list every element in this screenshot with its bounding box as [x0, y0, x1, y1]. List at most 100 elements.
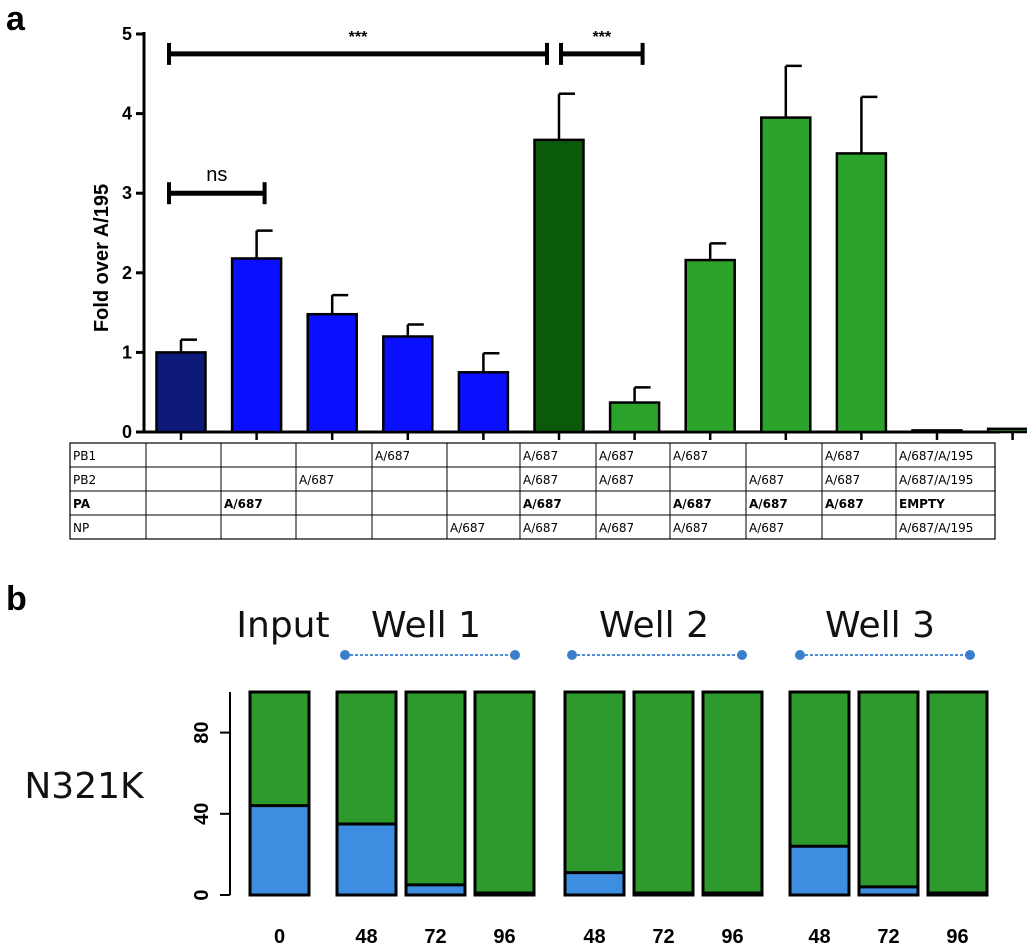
- chart-b: 0 40 80 0 48 72 96 48 72 96 48 72 96 Input Well 1 Well …: [191, 605, 989, 948]
- table-cell: A/687: [749, 473, 784, 487]
- y-tick-label: 3: [122, 183, 132, 203]
- x-tick-label-b: 0: [274, 926, 285, 948]
- table-cell: A/687/A/195: [899, 449, 973, 463]
- bar-segment-green: [928, 692, 987, 893]
- bar: [230, 257, 283, 434]
- x-tick-label-b: 48: [808, 926, 830, 948]
- bar-segment-green: [250, 692, 309, 806]
- table-cell: A/687: [523, 497, 562, 511]
- table-cell: A/687: [599, 449, 634, 463]
- bar-outline: [473, 690, 536, 897]
- y-tick-label-b: 0: [191, 889, 213, 900]
- x-tick-label-b: 48: [355, 926, 377, 948]
- y-tick-label-b: 80: [191, 721, 213, 743]
- bar-outline: [857, 690, 920, 897]
- table-cell: A/687/A/195: [899, 473, 973, 487]
- table-cell: A/687: [523, 473, 558, 487]
- significance-label: ***: [592, 29, 611, 46]
- bar-segment-blue: [790, 846, 849, 895]
- x-tick-label-b: 96: [721, 926, 743, 948]
- y-tick-label-b: 40: [191, 803, 213, 825]
- table-cell: A/687: [599, 521, 634, 535]
- table-cell: EMPTY: [899, 497, 945, 511]
- bar-outline: [248, 690, 311, 897]
- bar: [608, 401, 661, 434]
- table-cell: A/687: [599, 473, 634, 487]
- y-tick-label: 0: [122, 422, 132, 442]
- y-tick-label: 4: [122, 104, 132, 124]
- bar: [533, 138, 585, 434]
- bar-segment-blue: [565, 872, 624, 895]
- bar-segment-green: [406, 692, 465, 885]
- bar-segment-green: [475, 692, 534, 893]
- chart-a: 0 1 2 3 4 5 *** *** ns: [122, 24, 1027, 442]
- bar-segment-blue: [406, 884, 465, 895]
- y-tick-label: 2: [122, 263, 132, 283]
- bar-outline: [701, 690, 764, 897]
- table-cell: A/687/A/195: [899, 521, 973, 535]
- bar: [911, 429, 963, 434]
- group-label: Well 3: [825, 605, 935, 646]
- x-tick-label-b: 48: [583, 926, 605, 948]
- y-tick-label: 1: [122, 342, 132, 362]
- group-label: Input: [236, 605, 329, 646]
- bar-outline: [788, 690, 851, 897]
- bar-segment-blue: [859, 886, 918, 895]
- x-tick-label-b: 96: [946, 926, 968, 948]
- table-row-label: PB2: [73, 473, 96, 487]
- bar-segment-green: [790, 692, 849, 847]
- construct-table: PB1 A/687 A/687 A/687 A/687 A/687 A/687/A/195 P…: [69, 442, 996, 540]
- table-cell: A/687: [749, 497, 788, 511]
- bar-outline: [404, 690, 467, 897]
- bar-outline: [926, 690, 989, 897]
- bar-outline: [632, 690, 695, 897]
- bar-segment-green: [565, 692, 624, 873]
- table-cell: A/687: [224, 497, 263, 511]
- x-tick-label-b: 96: [493, 926, 515, 948]
- y-axis-label-a: Fold over A/195: [91, 184, 113, 332]
- table-cell: A/687: [523, 521, 558, 535]
- y-tick-label: 5: [122, 24, 132, 44]
- x-tick-label-b: 72: [652, 926, 674, 948]
- bar: [986, 427, 1027, 434]
- table-cell: A/687: [749, 521, 784, 535]
- table-row-label: NP: [73, 521, 89, 535]
- row-label-n321k: N321K: [24, 766, 145, 807]
- table-cell: A/687: [523, 449, 558, 463]
- group-bracket-dot: [567, 650, 577, 660]
- x-tick-label-b: 72: [877, 926, 899, 948]
- bar-outline: [335, 690, 398, 897]
- bar: [760, 116, 812, 434]
- bar-segment-blue: [337, 823, 396, 895]
- group-bracket-dot: [510, 650, 520, 660]
- table-cell: A/687: [450, 521, 485, 535]
- significance-label: ns: [206, 164, 227, 186]
- bar: [835, 152, 888, 434]
- group-bracket-dot: [965, 650, 975, 660]
- bar: [306, 312, 358, 434]
- bar: [155, 351, 207, 434]
- group-bracket-dot: [795, 650, 805, 660]
- bar-segment-blue: [250, 805, 309, 895]
- bar-segment-green: [703, 692, 762, 893]
- bar-outline: [563, 690, 626, 897]
- table-row-label: PB1: [73, 449, 96, 463]
- table-cell: A/687: [825, 497, 864, 511]
- significance-label: ***: [349, 29, 368, 46]
- table-cell: A/687: [825, 449, 860, 463]
- group-label: Well 2: [599, 605, 709, 646]
- bar: [382, 335, 434, 434]
- panel-a-label: a: [6, 0, 26, 38]
- x-tick-label-b: 72: [424, 926, 446, 948]
- table-cell: A/687: [673, 449, 708, 463]
- table-cell: A/687: [375, 449, 410, 463]
- panel-b-label: b: [6, 580, 27, 618]
- table-row-label: PA: [73, 497, 91, 511]
- group-bracket-dot: [737, 650, 747, 660]
- bar-segment-green: [859, 692, 918, 887]
- bar: [684, 258, 736, 434]
- bar: [457, 371, 510, 434]
- table-cell: A/687: [673, 521, 708, 535]
- table-cell: A/687: [673, 497, 712, 511]
